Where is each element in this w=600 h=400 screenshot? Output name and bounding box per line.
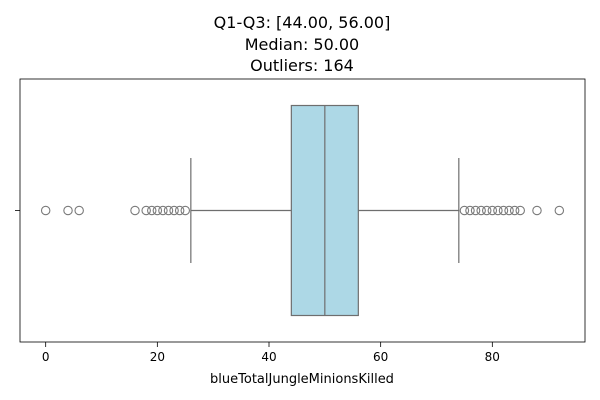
outlier-point bbox=[509, 205, 520, 216]
outlier-points bbox=[40, 205, 565, 216]
outlier-point bbox=[493, 205, 503, 216]
x-tick-label: 0 bbox=[42, 350, 50, 364]
outlier-point bbox=[40, 205, 51, 216]
outlier-point bbox=[476, 205, 486, 216]
title-quartile-range: Q1-Q3: [44.00, 56.00] bbox=[214, 13, 391, 32]
outlier-point bbox=[63, 205, 73, 216]
outlier-point bbox=[498, 205, 509, 216]
x-tick-label: 60 bbox=[373, 350, 388, 364]
outlier-point bbox=[554, 205, 565, 216]
outlier-point bbox=[532, 205, 542, 216]
title-median: Median: 50.00 bbox=[245, 35, 359, 54]
x-axis-ticks: 0 20 40 60 80 bbox=[42, 342, 500, 364]
x-tick-label: 40 bbox=[261, 350, 276, 364]
outlier-point bbox=[169, 205, 179, 216]
outlier-point bbox=[130, 205, 140, 216]
x-tick-label: 20 bbox=[150, 350, 165, 364]
outlier-point bbox=[152, 205, 163, 216]
outlier-point bbox=[470, 205, 481, 216]
outlier-point bbox=[465, 205, 475, 216]
x-axis-label: blueTotalJungleMinionsKilled bbox=[210, 372, 394, 387]
outlier-point bbox=[163, 205, 174, 216]
outlier-point bbox=[174, 205, 185, 216]
outlier-point bbox=[147, 205, 157, 216]
outlier-point bbox=[481, 205, 492, 216]
x-tick-label: 80 bbox=[485, 350, 500, 364]
title-outlier-count: Outliers: 164 bbox=[250, 56, 354, 75]
outlier-point bbox=[515, 205, 525, 216]
box-plot bbox=[190, 104, 460, 317]
outlier-point bbox=[487, 205, 498, 216]
outlier-point bbox=[158, 205, 168, 216]
outlier-point bbox=[459, 205, 470, 216]
outlier-point bbox=[141, 205, 151, 216]
outlier-point bbox=[74, 205, 84, 216]
outlier-point bbox=[504, 205, 514, 216]
chart-title: Q1-Q3: [44.00, 56.00] Median: 50.00 Outl… bbox=[214, 13, 391, 75]
outlier-point bbox=[180, 205, 191, 216]
